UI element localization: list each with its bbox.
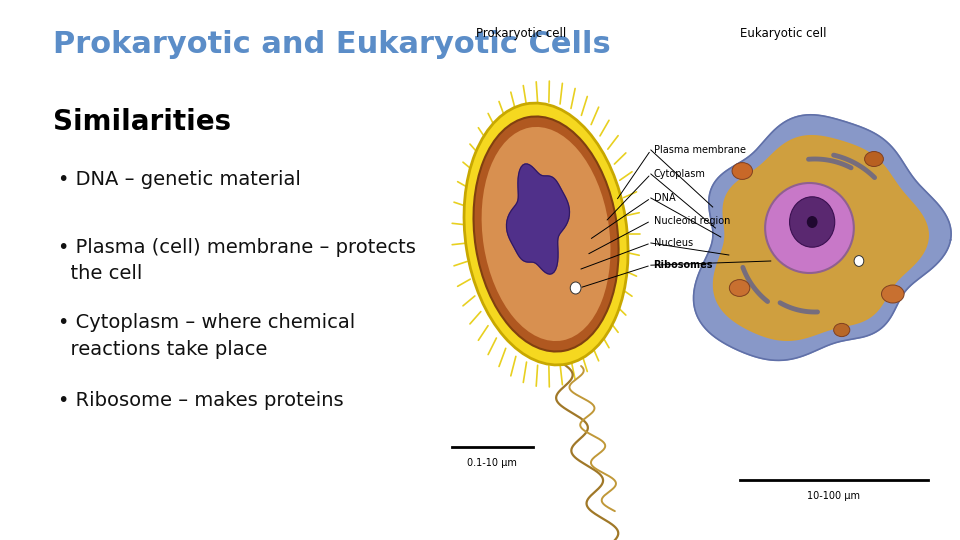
Text: Prokaryotic cell: Prokaryotic cell [476, 27, 566, 40]
Text: Cytoplasm: Cytoplasm [654, 169, 706, 179]
Text: • Ribosome – makes proteins: • Ribosome – makes proteins [58, 392, 344, 410]
Ellipse shape [482, 127, 611, 341]
Circle shape [570, 282, 581, 294]
Polygon shape [507, 164, 569, 274]
Text: Nucleoid region: Nucleoid region [654, 216, 730, 226]
Text: 0.1-10 μm: 0.1-10 μm [468, 458, 517, 468]
Text: • DNA – genetic material: • DNA – genetic material [58, 170, 300, 189]
Text: Plasma membrane: Plasma membrane [654, 145, 746, 155]
Ellipse shape [730, 280, 750, 296]
Text: Prokaryotic and Eukaryotic Cells: Prokaryotic and Eukaryotic Cells [53, 30, 611, 59]
Text: • Cytoplasm – where chemical
  reactions take place: • Cytoplasm – where chemical reactions t… [58, 313, 355, 359]
Circle shape [806, 216, 818, 228]
Text: DNA: DNA [654, 193, 675, 203]
Ellipse shape [473, 117, 618, 352]
Circle shape [789, 197, 835, 247]
Circle shape [854, 255, 864, 266]
Polygon shape [693, 115, 951, 360]
Text: Similarities: Similarities [53, 108, 231, 136]
Ellipse shape [464, 103, 628, 365]
Text: Ribosomes: Ribosomes [654, 260, 713, 270]
Ellipse shape [765, 183, 853, 273]
Ellipse shape [865, 152, 883, 166]
Text: • Plasma (cell) membrane – protects
  the cell: • Plasma (cell) membrane – protects the … [58, 238, 416, 283]
Ellipse shape [732, 163, 753, 179]
Ellipse shape [881, 285, 904, 303]
Polygon shape [713, 136, 928, 340]
Text: 10-100 μm: 10-100 μm [807, 491, 860, 501]
Text: Nucleus: Nucleus [654, 238, 693, 248]
Ellipse shape [833, 323, 850, 336]
Text: Eukaryotic cell: Eukaryotic cell [739, 27, 827, 40]
